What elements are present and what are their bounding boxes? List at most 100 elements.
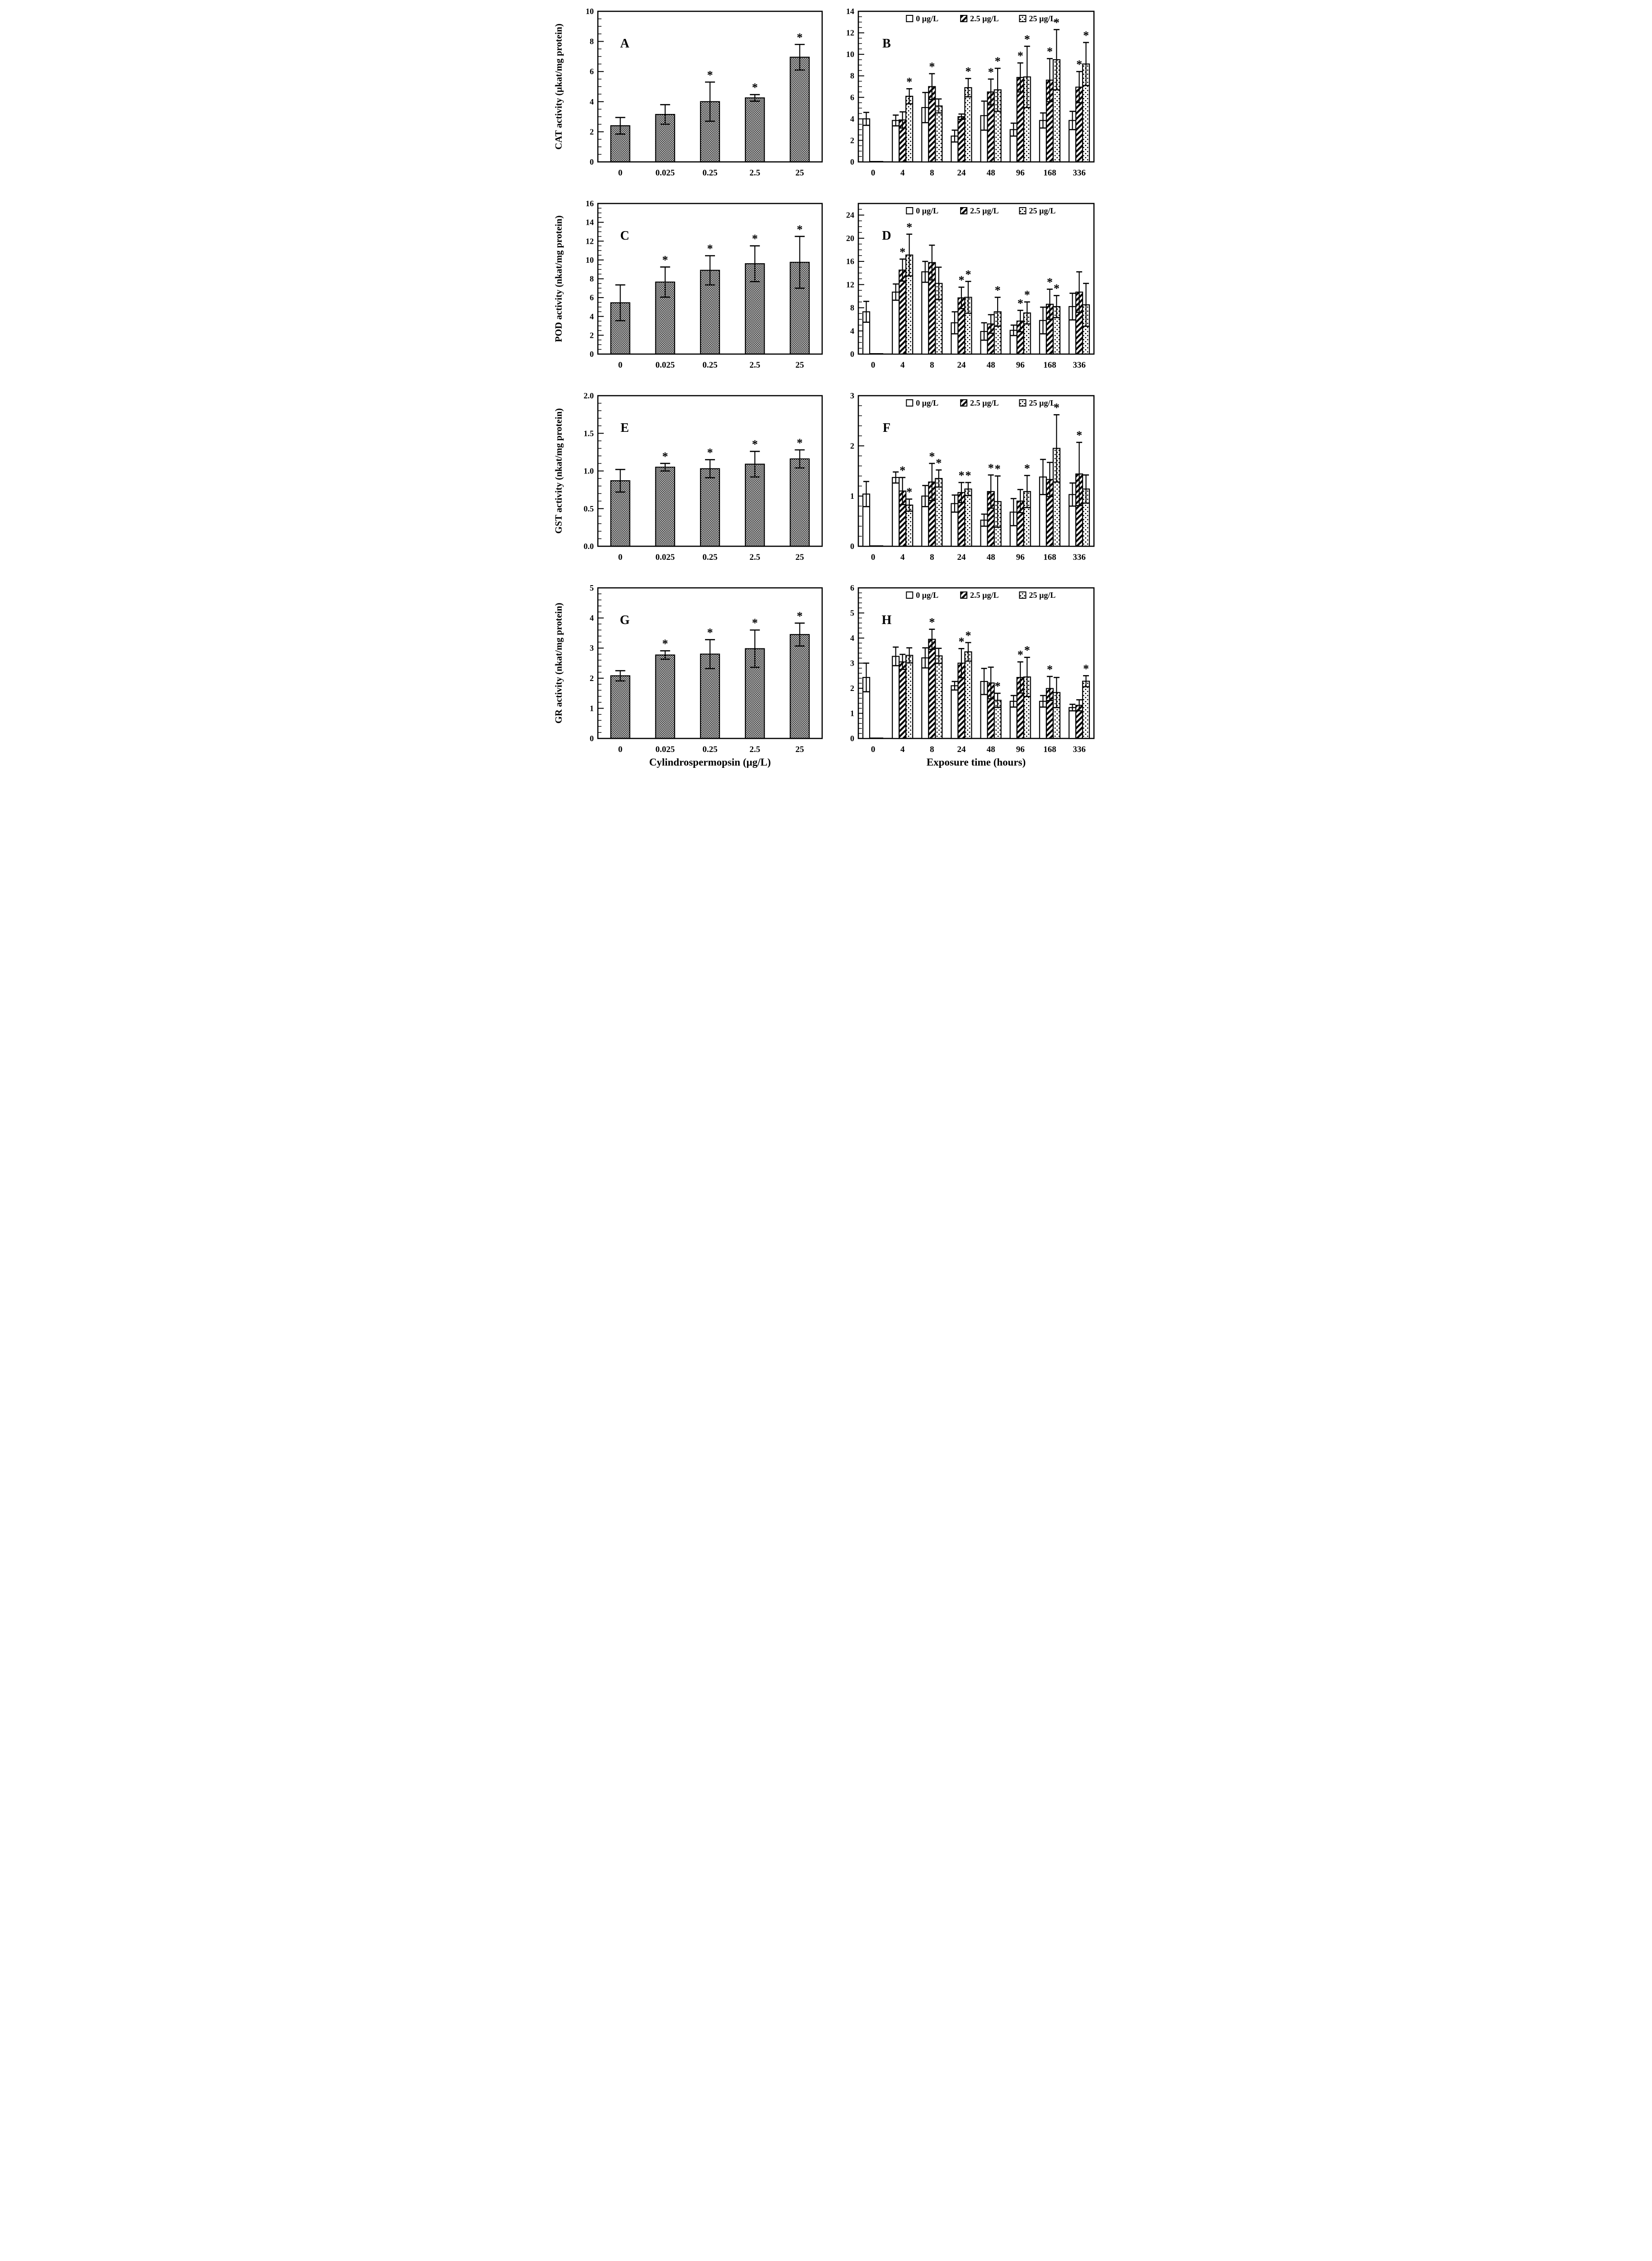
x-category-label: 25 [795,553,804,562]
significance-star: * [965,268,971,281]
y-tick-label: 12 [846,28,854,38]
legend-label: 25 µg/L [1029,398,1056,407]
panel-letter: F [882,421,890,435]
y-tick-label: 0 [850,157,854,166]
zero-bar-stub [876,545,883,546]
bar-0 µg/L-4 [891,656,899,739]
significance-star: * [929,450,935,463]
significance-star: * [929,60,935,73]
y-tick-label: 14 [846,7,854,16]
y-tick-label: 1 [850,709,854,718]
y-axis-title: POD activity (nkat/mg protein) [553,215,564,342]
zero-bar-stub [876,353,883,354]
zero-bar-stub [869,545,876,546]
bar-dose-response-0 [610,675,630,739]
significance-star: * [752,232,757,246]
plot-frame [857,395,1094,547]
bar-dose-response-0.25 [700,468,720,547]
legend-swatch-dots [1018,15,1026,22]
x-category-label: 0 [871,745,875,754]
panel-letter: C [620,229,629,243]
y-tick-label: 1 [850,492,854,501]
panel-letter: G [620,613,630,627]
x-category-label: 0.025 [655,553,675,562]
panel-letter: D [882,229,891,243]
legend-swatch-open [905,207,913,214]
significance-star: * [899,246,905,259]
panel-B-cat-time: 0 2 4 6 8 10 12 14 * * * * * * * * * * * 0 4 8 24 48 96 168 336 B 0 … [826,0,1102,192]
bar-0 µg/L-24 [950,685,959,739]
panel-C-chart: 0 2 4 6 8 10 12 14 16 * * * * 0 0.025 0.25 2.5 25 C POD act… [553,199,823,370]
panel-letter: H [881,613,891,627]
significance-star: * [958,469,964,482]
y-tick-label: 1.5 [583,429,594,438]
significance-star: * [1076,58,1082,71]
y-tick-label: 5 [590,583,594,592]
y-tick-label: 16 [586,199,594,208]
y-tick-label: 8 [850,303,854,312]
x-category-label: 24 [957,360,966,370]
y-tick-label: 4 [850,326,854,336]
significance-star: * [1053,282,1059,295]
legend-label: 25 µg/L [1029,591,1056,600]
y-tick-label: 2 [850,684,854,693]
x-category-label: 8 [930,168,934,178]
x-axis-title: Cylindrospermopsin (µg/L) [649,757,771,768]
significance-star: * [707,446,713,459]
legend-swatch-diag [960,207,967,214]
enzyme-activity-figure: 0 2 4 6 8 10 * * * 0 0.025 0.25 2.5 25 A CAT activity (… [550,0,1102,769]
significance-star: * [988,461,994,474]
bar-dose-response-0.025 [655,467,675,547]
x-category-label: 336 [1073,168,1086,178]
significance-star: * [994,463,1000,476]
x-category-label: 4 [900,360,904,370]
significance-star: * [1076,429,1082,442]
significance-star: * [1053,16,1059,29]
y-tick-label: 2 [850,441,854,450]
x-category-label: 168 [1043,745,1056,754]
legend-swatch-diag [960,399,967,407]
y-tick-label: 8 [850,71,854,80]
significance-star: * [707,69,713,82]
legend-swatch-diag [960,591,967,599]
significance-star: * [994,55,1000,68]
x-category-label: 48 [986,553,995,562]
bar-0 µg/L-4 [891,120,899,163]
y-axis-title: GR activity (nkat/mg protein) [553,603,564,724]
x-category-label: 0 [871,168,875,178]
significance-star: * [965,629,971,642]
x-category-label: 96 [1016,360,1024,370]
legend-swatch-dots [1018,207,1026,214]
legend-swatch-open [905,399,913,407]
bar-dose-response-25 [789,634,810,739]
y-tick-label: 5 [850,609,854,618]
panel-letter: B [882,37,891,51]
x-category-label: 8 [930,553,934,562]
panel-E-chart: 0.0 0.5 1.0 1.5 2.0 * * * * 0 0.025 0.25 2.5 25 E GST a… [553,391,823,562]
x-category-label: 168 [1043,168,1056,178]
y-tick-label: 0 [590,350,594,359]
legend-label: 2.5 µg/L [970,14,999,23]
x-category-label: 0 [618,745,622,754]
x-category-label: 2.5 [749,168,760,178]
bar-25 µg/L-336 [1082,681,1090,739]
bar-dose-response-25 [789,57,810,163]
x-category-label: 0.025 [655,168,675,178]
y-tick-label: 3 [850,391,854,400]
bar-2.5 µg/L-4 [898,661,906,739]
legend-label: 25 µg/L [1029,14,1056,23]
y-tick-label: 4 [590,614,594,623]
legend-label: 0 µg/L [916,206,938,215]
x-category-label: 0.025 [655,745,675,754]
y-tick-label: 10 [586,7,594,16]
legend-label: 0 µg/L [916,591,938,600]
y-tick-label: 0 [850,542,854,551]
y-tick-label: 10 [586,255,594,265]
x-category-label: 4 [900,553,904,562]
significance-star: * [752,81,757,94]
y-tick-label: 0.0 [583,542,594,551]
legend-swatch-diag [960,15,967,22]
zero-bar-stub [876,161,883,162]
